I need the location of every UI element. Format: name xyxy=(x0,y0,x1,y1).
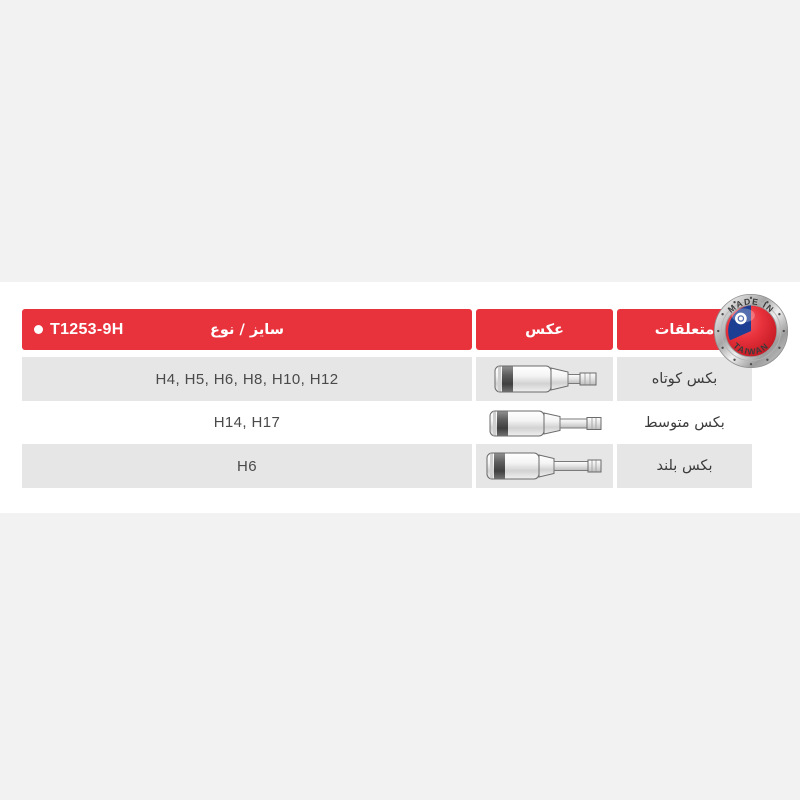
header-label-accessories: متعلقات xyxy=(654,321,715,338)
badge-bottom-text: TAIWAN xyxy=(731,340,770,356)
short-hex-bit-socket-icon xyxy=(494,365,596,393)
accessory-label: بکس بلند xyxy=(656,458,713,474)
specification-table: T1253-9H سایز / نوع عکس متعلقات H4, H5, … xyxy=(22,309,752,488)
size-value: H6 xyxy=(237,457,257,475)
cell-size-type: H6 xyxy=(22,444,472,488)
made-in-taiwan-badge: MADE IN TAIWAN xyxy=(713,293,789,369)
table-row: H14, H17 بکس متوسط xyxy=(22,401,752,444)
cell-product-image xyxy=(476,401,613,444)
accessory-label: بکس متوسط xyxy=(644,414,725,431)
bullet-dot-icon xyxy=(34,325,43,334)
cell-accessory: بکس کوتاه xyxy=(617,357,752,401)
header-label-size-type: سایز / نوع xyxy=(209,321,284,338)
cell-size-type: H4, H5, H6, H8, H10, H12 xyxy=(22,357,472,401)
cell-accessory: بکس متوسط xyxy=(617,401,752,444)
accessory-label: بکس کوتاه xyxy=(651,371,718,387)
product-code-label: T1253-9H xyxy=(50,320,124,338)
size-value: H4, H5, H6, H8, H10, H12 xyxy=(155,370,339,388)
table-row: H6 بکس بلند xyxy=(22,444,752,488)
cell-product-image xyxy=(476,357,613,401)
cell-accessory: بکس بلند xyxy=(617,444,752,488)
header-cell-image: عکس xyxy=(476,309,613,350)
taiwan-flag-emblem xyxy=(728,305,751,341)
medium-hex-bit-socket-icon xyxy=(489,410,601,436)
product-code-badge: T1253-9H xyxy=(34,321,124,339)
size-value: H14, H17 xyxy=(213,414,281,431)
table-row: H4, H5, H6, H8, H10, H12 xyxy=(22,357,752,401)
header-cell-size-type: T1253-9H سایز / نوع xyxy=(22,309,472,350)
table-header-row: T1253-9H سایز / نوع عکس متعلقات xyxy=(22,309,752,350)
cell-product-image xyxy=(476,444,613,488)
long-hex-bit-socket-icon xyxy=(486,452,601,480)
header-label-image: عکس xyxy=(525,321,564,338)
cell-size-type: H14, H17 xyxy=(22,401,472,444)
badge-ring-dots xyxy=(717,296,785,366)
